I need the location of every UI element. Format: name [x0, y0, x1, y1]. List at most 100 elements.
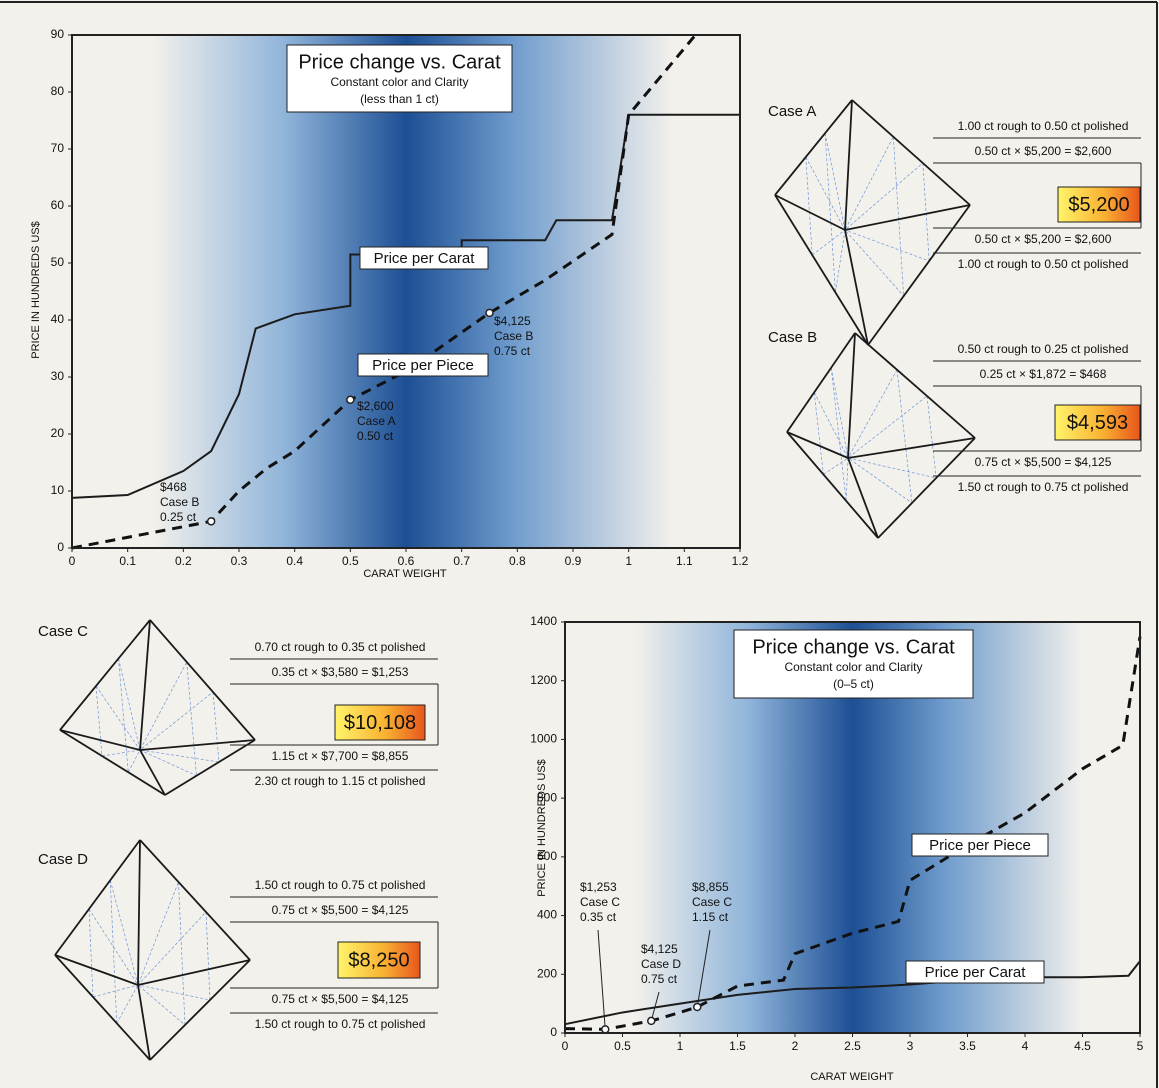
y-tick-label: 40	[51, 312, 65, 326]
x-tick-label: 0.7	[453, 554, 470, 568]
y-tick-label: 80	[51, 84, 65, 98]
x-tick-label: 1.2	[732, 554, 749, 568]
x-tick-label: 0	[69, 554, 76, 568]
case-price: $5,200	[1068, 194, 1129, 216]
x-axis-label: CARAT WEIGHT	[810, 1071, 894, 1083]
x-tick-label: 1.5	[729, 1039, 746, 1053]
y-tick-label: 1000	[530, 732, 557, 746]
annotation-text: $468	[160, 480, 187, 494]
annotation-text: 0.50 ct	[357, 429, 394, 443]
x-tick-label: 5	[1137, 1039, 1144, 1053]
x-tick-label: 2	[792, 1039, 799, 1053]
case-line: 0.25 ct × $1,872 = $468	[980, 367, 1107, 381]
case-line: 0.50 ct rough to 0.25 ct polished	[958, 342, 1129, 356]
y-tick-label: 200	[537, 966, 557, 980]
y-tick-label: 0	[550, 1025, 557, 1039]
y-tick-label: 1200	[530, 673, 557, 687]
annotation-marker	[602, 1026, 609, 1033]
diamond-facet	[119, 659, 197, 776]
y-tick-label: 0	[57, 540, 64, 554]
case-label: Case D	[38, 851, 88, 868]
annotation-text: $4,125	[641, 942, 678, 956]
y-tick-label: 90	[51, 27, 65, 41]
annotation-text: $2,600	[357, 399, 394, 413]
annotation-text: 1.15 ct	[692, 910, 729, 924]
case-label: Case C	[38, 623, 88, 640]
x-tick-label: 0.8	[509, 554, 526, 568]
x-tick-label: 0.6	[398, 554, 415, 568]
x-tick-label: 0.9	[565, 554, 582, 568]
diamond-edge	[140, 620, 150, 750]
diamond-edge	[60, 730, 165, 795]
x-tick-label: 2.5	[844, 1039, 861, 1053]
y-tick-label: 10	[51, 483, 65, 497]
case-line: 0.75 ct × $5,500 = $4,125	[272, 903, 409, 917]
case-line: 0.50 ct × $5,200 = $2,600	[975, 144, 1112, 158]
diamond-edge	[55, 955, 150, 1060]
case-line: 1.50 ct rough to 0.75 ct polished	[255, 878, 426, 892]
annotation-text: $1,253	[580, 880, 617, 894]
series-label: Price per Piece	[372, 357, 474, 374]
x-tick-label: 4.5	[1074, 1039, 1091, 1053]
diamond-facet	[89, 909, 210, 1000]
annotation-text: Case C	[580, 895, 620, 909]
diamond-edge	[140, 840, 250, 960]
case-line: 0.70 ct rough to 0.35 ct polished	[255, 640, 426, 654]
y-tick-label: 1400	[530, 614, 557, 628]
diamond-edge	[138, 840, 140, 985]
diamond-edge	[848, 438, 975, 458]
case-line: 0.75 ct × $5,500 = $4,125	[272, 992, 409, 1006]
diamond-facet	[96, 686, 219, 762]
diamond-facet	[814, 392, 936, 478]
x-axis-label: CARAT WEIGHT	[363, 568, 447, 580]
case-label: Case A	[768, 103, 816, 120]
y-tick-label: 400	[537, 908, 557, 922]
x-tick-label: 1	[677, 1039, 684, 1053]
x-tick-label: 0.3	[231, 554, 248, 568]
x-tick-label: 3.5	[959, 1039, 976, 1053]
diamond-facet	[831, 368, 912, 503]
x-tick-label: 1.1	[676, 554, 693, 568]
diamond-edge	[845, 205, 970, 230]
annotation-text: Case B	[494, 329, 533, 343]
annotation-marker	[208, 518, 215, 525]
x-tick-label: 0.4	[286, 554, 303, 568]
chart-title: Price change vs. Carat	[298, 51, 501, 73]
y-tick-label: 60	[51, 198, 65, 212]
diamond-edge	[868, 205, 970, 345]
chart-subtitle: Constant color and Clarity	[784, 660, 922, 674]
x-tick-label: 0.5	[614, 1039, 631, 1053]
annotation-marker	[486, 309, 493, 316]
case-line: 0.50 ct × $5,200 = $2,600	[975, 232, 1112, 246]
case-line: 1.00 ct rough to 0.50 ct polished	[958, 119, 1129, 133]
x-tick-label: 0	[562, 1039, 569, 1053]
diamond-edge	[138, 960, 250, 985]
chart-note: (less than 1 ct)	[360, 92, 439, 106]
diamond-edge	[150, 960, 250, 1060]
case-line: 2.30 ct rough to 1.15 ct polished	[255, 774, 426, 788]
case-label: Case B	[768, 329, 817, 346]
case-line: 1.00 ct rough to 0.50 ct polished	[958, 257, 1129, 271]
x-tick-label: 0.1	[119, 554, 136, 568]
diamond-facet	[806, 157, 929, 261]
case-price: $10,108	[344, 712, 416, 734]
case-line: 0.75 ct × $5,500 = $4,125	[975, 455, 1112, 469]
diamond-edge	[852, 100, 970, 205]
case-line: 1.15 ct × $7,700 = $8,855	[272, 749, 409, 763]
case-price: $4,593	[1067, 412, 1128, 434]
case-line: 1.50 ct rough to 0.75 ct polished	[255, 1017, 426, 1031]
diamond-facet	[110, 880, 185, 1025]
diamond-edge	[787, 432, 878, 538]
chart-note: (0–5 ct)	[833, 677, 874, 691]
x-tick-label: 1	[625, 554, 632, 568]
y-axis-label: PRICE IN HUNDREDS US$	[536, 759, 548, 897]
case-line: 0.35 ct × $3,580 = $1,253	[272, 665, 409, 679]
annotation-text: 0.75 ct	[494, 344, 531, 358]
annotation-text: Case A	[357, 414, 396, 428]
series-label: Price per Carat	[374, 250, 476, 267]
x-tick-label: 3	[907, 1039, 914, 1053]
diamond-edge	[845, 100, 852, 230]
x-tick-label: 0.2	[175, 554, 192, 568]
annotation-text: 0.35 ct	[580, 910, 617, 924]
y-tick-label: 70	[51, 141, 65, 155]
